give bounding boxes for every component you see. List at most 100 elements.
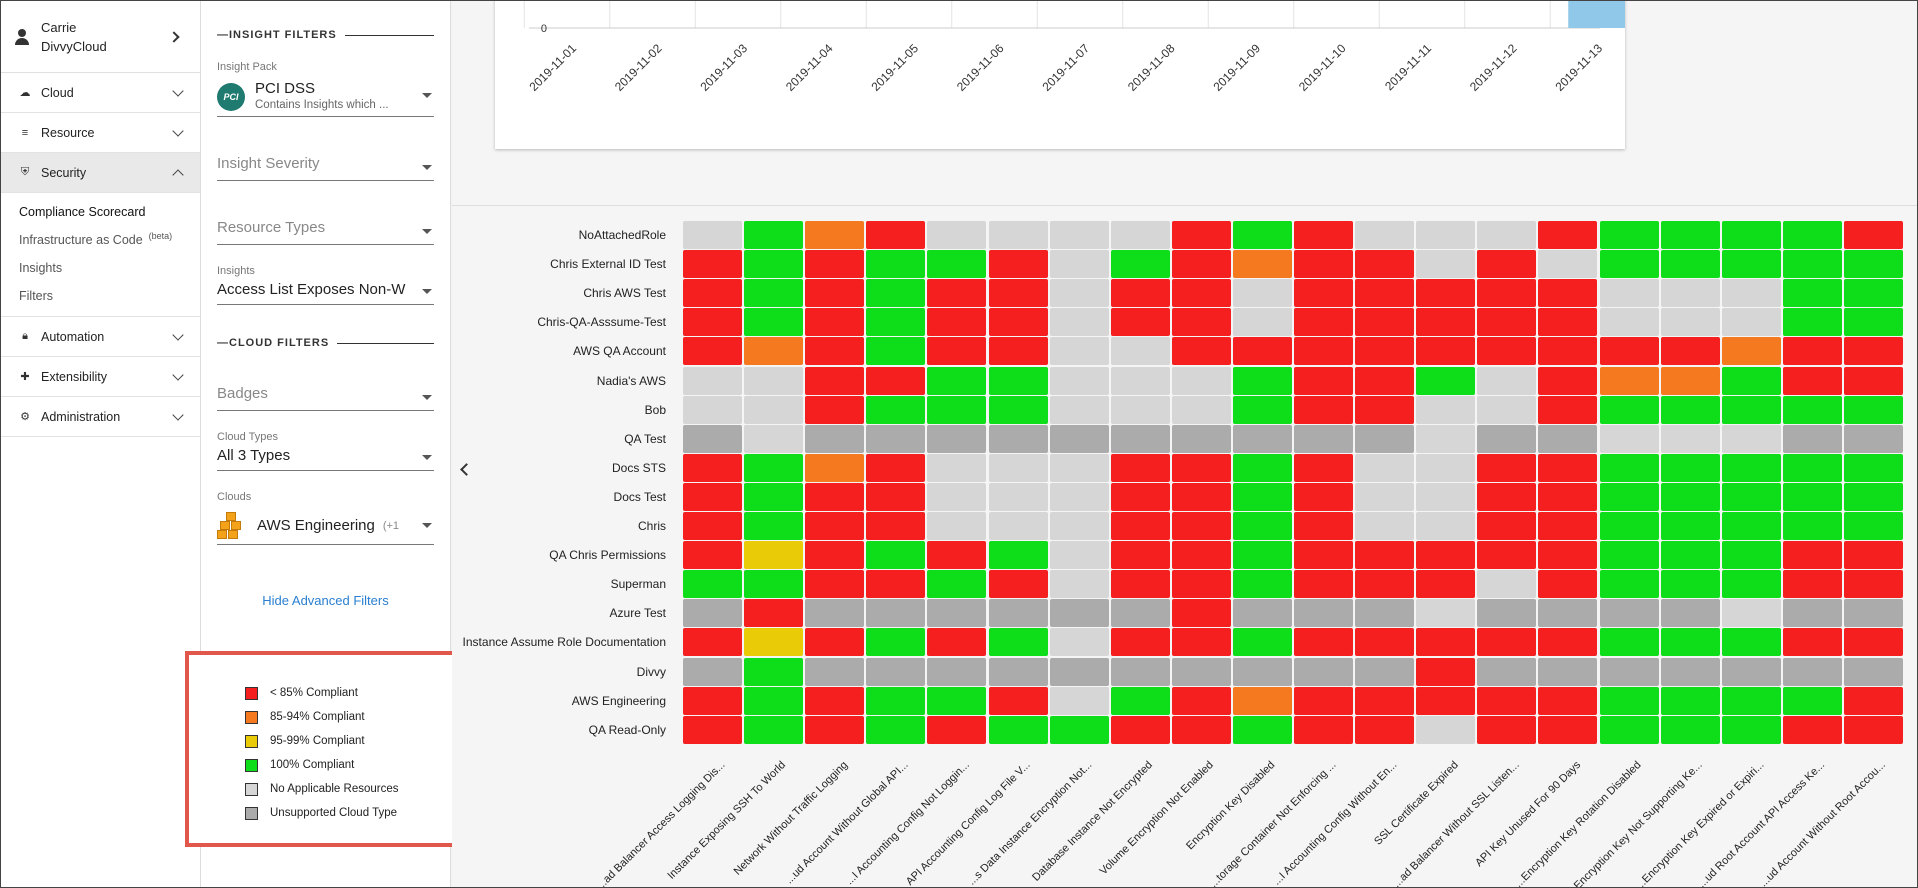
scorecard-cell[interactable]: [1171, 715, 1231, 744]
scorecard-cell[interactable]: [1477, 250, 1537, 279]
scorecard-cell[interactable]: [988, 250, 1048, 279]
scorecard-cell[interactable]: [1049, 308, 1109, 337]
scorecard-cell[interactable]: [1538, 657, 1598, 686]
scorecard-cell[interactable]: [988, 715, 1048, 744]
scorecard-cell[interactable]: [1782, 686, 1842, 715]
scorecard-cell[interactable]: [744, 221, 804, 249]
scorecard-cell[interactable]: [1599, 221, 1659, 249]
scorecard-cell[interactable]: [927, 657, 987, 686]
scorecard-cell[interactable]: [927, 541, 987, 570]
scorecard-cell[interactable]: [1049, 599, 1109, 628]
scorecard-cell[interactable]: [1599, 453, 1659, 482]
scorecard-cell[interactable]: [1416, 221, 1476, 249]
scorecard-cell[interactable]: [988, 395, 1048, 424]
scorecard-cell[interactable]: [1171, 308, 1231, 337]
scorecard-cell[interactable]: [1171, 279, 1231, 308]
scorecard-cell[interactable]: [1355, 395, 1415, 424]
scorecard-cell[interactable]: [1294, 250, 1353, 279]
scorecard-cell[interactable]: [1294, 424, 1353, 453]
scorecard-cell[interactable]: [1599, 570, 1659, 599]
scorecard-cell[interactable]: [1477, 482, 1537, 511]
cloud-types-select[interactable]: All 3 Types: [217, 447, 434, 471]
scorecard-cell[interactable]: [1721, 541, 1781, 570]
scorecard-cell[interactable]: [1660, 308, 1720, 337]
scorecard-cell[interactable]: [805, 395, 865, 424]
scorecard-cell[interactable]: [1782, 512, 1842, 540]
scorecard-cell[interactable]: [1110, 715, 1170, 744]
scorecard-cell[interactable]: [1599, 366, 1659, 395]
scorecard-cell[interactable]: [744, 308, 804, 337]
scorecard-cell[interactable]: [1110, 686, 1170, 715]
scorecard-cell[interactable]: [1782, 657, 1842, 686]
scorecard-cell[interactable]: [1782, 482, 1842, 511]
scorecard-cell[interactable]: [988, 424, 1048, 453]
scorecard-cell[interactable]: [1294, 453, 1353, 482]
scorecard-cell[interactable]: [1660, 715, 1720, 744]
scorecard-cell[interactable]: [805, 424, 865, 453]
resource-types-select[interactable]: Resource Types: [217, 219, 434, 245]
scorecard-cell[interactable]: [805, 337, 865, 366]
insight-pack-select[interactable]: PCI PCI DSS Contains Insights which ...: [217, 77, 434, 117]
scorecard-cell[interactable]: [744, 512, 804, 540]
scorecard-cell[interactable]: [1599, 715, 1659, 744]
scorecard-cell[interactable]: [1355, 657, 1415, 686]
scorecard-cell[interactable]: [744, 337, 804, 366]
scorecard-cell[interactable]: [1538, 279, 1598, 308]
scorecard-cell[interactable]: [1049, 279, 1109, 308]
nav-administration[interactable]: ⚙ Administration: [1, 397, 200, 437]
scorecard-cell[interactable]: [1660, 541, 1720, 570]
scorecard-cell[interactable]: [1538, 512, 1598, 540]
scorecard-cell[interactable]: [1782, 395, 1842, 424]
scorecard-cell[interactable]: [683, 715, 742, 744]
scorecard-cell[interactable]: [1355, 628, 1415, 657]
scorecard-cell[interactable]: [1477, 512, 1537, 540]
scorecard-cell[interactable]: [927, 715, 987, 744]
scorecard-cell[interactable]: [1294, 628, 1353, 657]
scorecard-cell[interactable]: [1477, 657, 1537, 686]
scorecard-cell[interactable]: [1721, 279, 1781, 308]
scorecard-cell[interactable]: [866, 424, 926, 453]
scorecard-cell[interactable]: [988, 512, 1048, 540]
scorecard-cell[interactable]: [1355, 512, 1415, 540]
scorecard-cell[interactable]: [1355, 599, 1415, 628]
scorecard-cell[interactable]: [866, 715, 926, 744]
scorecard-cell[interactable]: [866, 395, 926, 424]
scorecard-cell[interactable]: [1782, 453, 1842, 482]
scorecard-cell[interactable]: [1232, 250, 1292, 279]
scorecard-cell[interactable]: [683, 279, 742, 308]
scorecard-cell[interactable]: [1232, 221, 1292, 249]
scorecard-cell[interactable]: [927, 279, 987, 308]
scorecard-cell[interactable]: [1294, 599, 1353, 628]
scorecard-cell[interactable]: [1355, 570, 1415, 599]
scorecard-cell[interactable]: [805, 686, 865, 715]
scorecard-cell[interactable]: [1416, 395, 1476, 424]
scorecard-cell[interactable]: [1660, 512, 1720, 540]
scorecard-cell[interactable]: [1721, 482, 1781, 511]
scorecard-cell[interactable]: [927, 308, 987, 337]
scorecard-cell[interactable]: [744, 715, 804, 744]
scorecard-cell[interactable]: [927, 482, 987, 511]
scorecard-cell[interactable]: [1721, 715, 1781, 744]
scorecard-cell[interactable]: [1049, 715, 1109, 744]
scorecard-cell[interactable]: [683, 366, 742, 395]
scorecard-cell[interactable]: [683, 686, 742, 715]
scorecard-cell[interactable]: [1538, 715, 1598, 744]
scorecard-cell[interactable]: [1232, 424, 1292, 453]
scorecard-cell[interactable]: [1110, 337, 1170, 366]
scorecard-cell[interactable]: [927, 221, 987, 249]
scorecard-cell[interactable]: [1232, 482, 1292, 511]
scorecard-cell[interactable]: [1843, 279, 1903, 308]
scorecard-cell[interactable]: [1721, 424, 1781, 453]
scorecard-cell[interactable]: [927, 570, 987, 599]
scorecard-cell[interactable]: [1171, 541, 1231, 570]
scorecard-cell[interactable]: [1599, 250, 1659, 279]
scorecard-cell[interactable]: [1171, 512, 1231, 540]
scorecard-cell[interactable]: [1721, 395, 1781, 424]
scorecard-cell[interactable]: [866, 366, 926, 395]
scorecard-cell[interactable]: [744, 541, 804, 570]
scorecard-cell[interactable]: [1049, 570, 1109, 599]
scorecard-cell[interactable]: [1232, 395, 1292, 424]
scorecard-cell[interactable]: [988, 453, 1048, 482]
scorecard-cell[interactable]: [1294, 482, 1353, 511]
scorecard-cell[interactable]: [805, 308, 865, 337]
